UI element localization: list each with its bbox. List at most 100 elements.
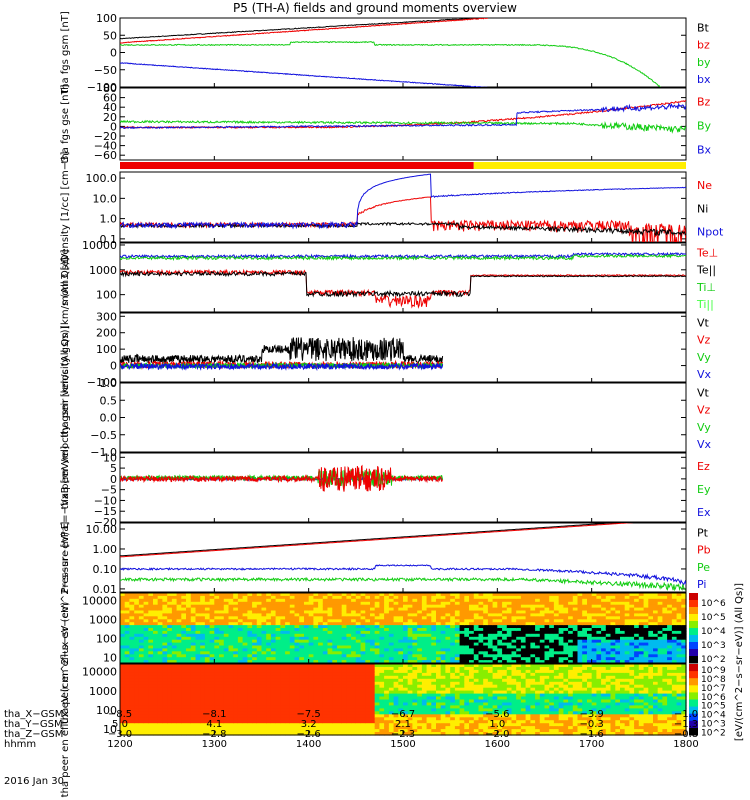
colorbar-tick-label: 10^3 <box>701 641 726 651</box>
y-tick-label: 0.01 <box>93 583 118 596</box>
ephemeris-value: −1.3 <box>673 719 699 730</box>
y-tick-label: −0.5 <box>90 429 117 442</box>
legend-entry: Vy <box>697 421 711 434</box>
y-tick-label: 10.0 <box>93 192 118 205</box>
chart-title: P5 (TH-A) fields and ground moments over… <box>233 1 517 15</box>
legend-entry: Vt <box>697 386 710 399</box>
legend-entry: Vx <box>697 438 712 451</box>
y-tick-label: −100 <box>87 81 117 94</box>
y-axis-label: tha peer en eflux eV (cm^2−s−sr−eV) <box>60 602 71 798</box>
y-tick-label: 0 <box>110 360 117 373</box>
colorbar-swatch <box>689 635 698 643</box>
colorbar-tick-label: 10^6 <box>701 693 726 703</box>
y-tick-label: −40 <box>94 140 117 153</box>
colorbar-tick-label: 10^6 <box>701 599 726 609</box>
legend-entry: Pi <box>697 578 706 591</box>
series-By <box>120 119 686 134</box>
y-tick-label: 100 <box>96 12 117 25</box>
y-tick-label: 50 <box>103 29 117 42</box>
spectrogram-peir <box>120 593 687 664</box>
ephemeris-value: 1200 <box>107 739 133 750</box>
panel-frame <box>119 382 687 453</box>
y-tick-label: 300 <box>96 310 117 323</box>
ephemeris-value: −3.9 <box>579 709 604 720</box>
panel-frame <box>119 522 687 593</box>
y-axis-label: Density [1/cc] [cm−3] <box>60 152 71 263</box>
y-tick-label: −20 <box>94 516 117 529</box>
legend-entry: Ez <box>697 460 710 473</box>
ephemeris-value: −2.6 <box>296 729 321 740</box>
colorbar-tick-label: 10^5 <box>701 613 726 623</box>
colorbar-tick-label: 10^7 <box>701 684 726 694</box>
series-Npot <box>120 173 686 230</box>
y-tick-label: 10000 <box>82 666 117 679</box>
ephemeris-value: 4.1 <box>206 719 223 730</box>
y-tick-label: 0 <box>110 120 117 133</box>
colorbar-tick-label: 10^4 <box>701 627 726 637</box>
colorbar-swatch <box>689 607 698 615</box>
ephemeris-value: −0.8 <box>673 729 699 740</box>
y-axis-label: tha fgs gsm [nT] <box>60 11 71 94</box>
y-axis-label: mom3 [eV] <box>60 249 71 305</box>
y-tick-label: 0.1 <box>100 233 118 246</box>
legend-entry: Vz <box>697 404 711 417</box>
legend-entry: Te⊥ <box>696 246 718 259</box>
ephemeris-value: 5.0 <box>112 719 128 730</box>
series-by <box>120 41 662 87</box>
y-axis-label: Pressure [nPa] <box>60 522 71 594</box>
legend-entry: Bz <box>697 95 711 108</box>
colorbar-swatch <box>689 720 698 729</box>
colorbar-swatch <box>689 685 698 693</box>
y-tick-label: 0.10 <box>93 563 118 576</box>
series-Pt <box>120 523 619 557</box>
mode-bar-segment <box>473 162 686 169</box>
y-tick-label: 0.0 <box>100 412 118 425</box>
y-tick-label: 0.5 <box>100 394 118 407</box>
ephemeris-value: −6.7 <box>390 709 416 720</box>
series-Pi <box>120 564 686 586</box>
ephemeris-value: −3.0 <box>107 729 133 740</box>
y-axis-label: tha peir en eflux eV (cm^2−s−sr−eV) <box>60 532 71 724</box>
y-axis-label: E=−VxB [mV/m] <box>60 446 71 529</box>
legend-entry: Ey <box>697 483 711 496</box>
series-bx <box>120 62 490 87</box>
legend-entry: Npot <box>697 226 724 239</box>
ephemeris-value: 1600 <box>484 739 511 750</box>
y-tick-label: 1000 <box>89 264 117 277</box>
legend-entry: Ni <box>697 202 708 215</box>
legend-entry: Ne <box>697 179 712 192</box>
ephemeris-row-label: hhmm <box>4 739 37 750</box>
colorbar-tick-label: 10^8 <box>701 675 726 685</box>
y-tick-label: 200 <box>96 327 117 340</box>
panel-frame <box>119 17 687 88</box>
ephemeris-value: 2.1 <box>395 719 411 730</box>
colorbar-swatch <box>689 621 698 629</box>
colorbar-tick-label: 10^4 <box>701 711 726 721</box>
y-tick-label: 10 <box>103 723 117 736</box>
legend-entry: bz <box>697 39 710 52</box>
y-tick-label: 60 <box>103 92 117 105</box>
y-tick-label: 100.0 <box>86 172 118 185</box>
ephemeris-value: 3.2 <box>300 719 317 730</box>
colorbar-label: [eV/(cm^2−s−sr−eV)] (All Qs)] <box>734 583 745 741</box>
series-Ti-par <box>120 253 686 261</box>
legend-entry: by <box>697 56 711 69</box>
y-tick-label: 10000 <box>82 595 117 608</box>
ephemeris-table: tha_X−GSM −8.5 −8.1 −7.5 −6.7 −5.6 −3.9 −1.0 tha… <box>0 708 750 800</box>
ephemeris-value: 1300 <box>201 739 228 750</box>
colorbar-swatch <box>689 727 698 736</box>
mode-bar-segment <box>120 162 474 169</box>
colorbar-swatch <box>689 671 698 679</box>
y-tick-label: 1.0 <box>100 213 118 226</box>
y-tick-label: −5 <box>101 484 117 497</box>
y-axis-label: tha fgs gse [nT] <box>60 84 71 163</box>
y-tick-label: −60 <box>94 149 117 162</box>
legend-entry: Vx <box>697 368 712 381</box>
legend-entry: Bx <box>697 143 712 156</box>
y-tick-label: 10 <box>103 451 117 464</box>
series-Ey <box>120 469 444 488</box>
y-tick-label: 40 <box>103 101 117 114</box>
colorbar-swatch <box>689 628 698 636</box>
colorbar-swatch <box>689 642 698 650</box>
colorbar-swatch <box>689 664 698 672</box>
